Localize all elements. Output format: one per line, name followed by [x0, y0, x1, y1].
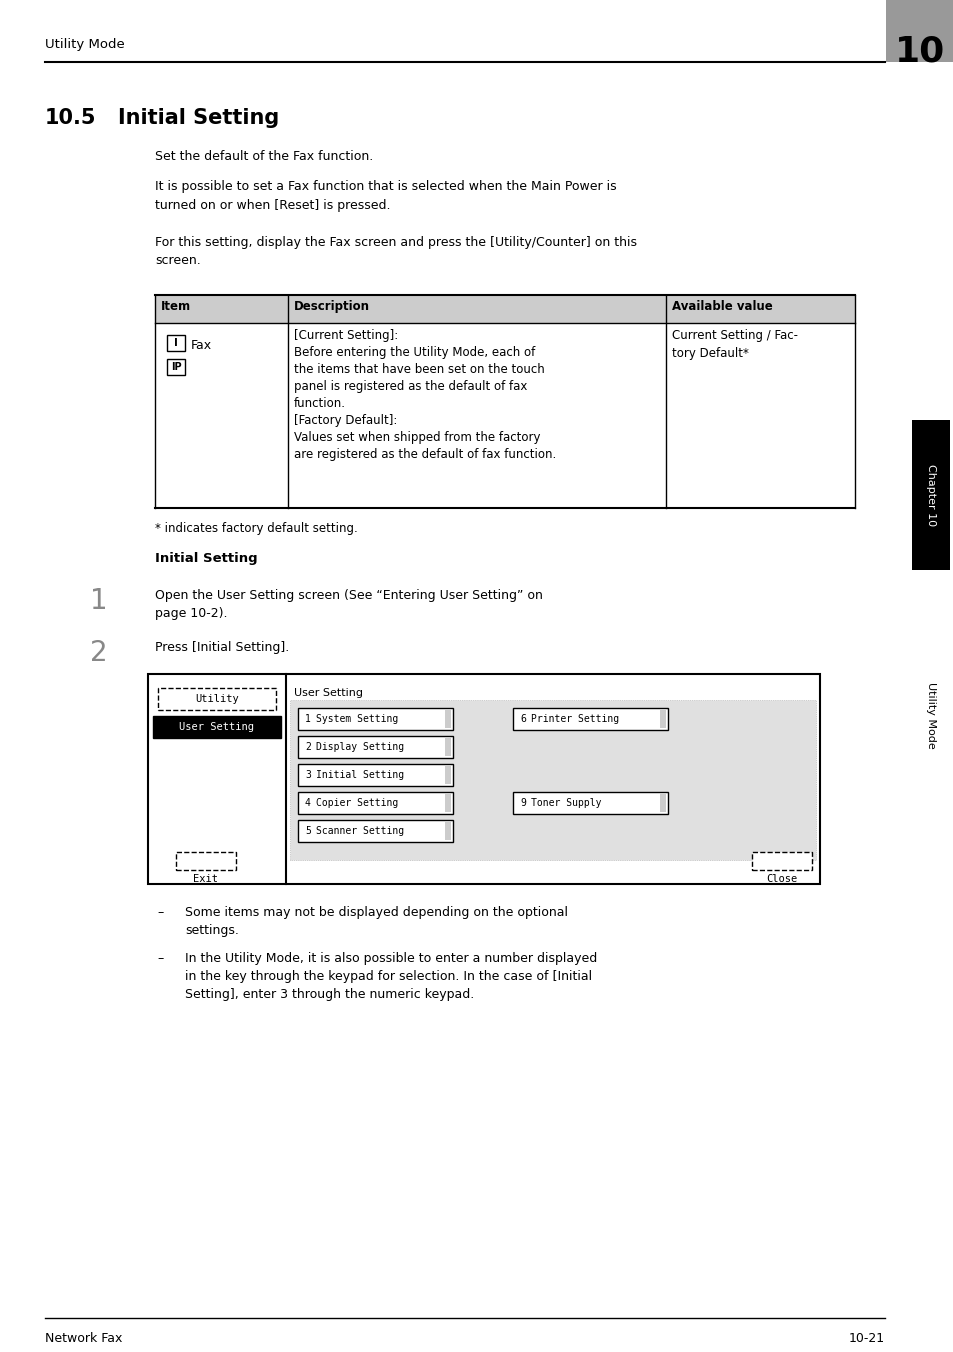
Text: –: – — [157, 952, 163, 965]
Text: Toner Supply: Toner Supply — [531, 798, 601, 808]
Text: IP: IP — [171, 362, 181, 372]
Text: Item: Item — [161, 300, 191, 314]
Text: It is possible to set a Fax function that is selected when the Main Power is
tur: It is possible to set a Fax function tha… — [154, 180, 616, 211]
Text: Scanner Setting: Scanner Setting — [315, 826, 404, 836]
Text: 1: 1 — [305, 714, 311, 725]
Text: 2: 2 — [90, 639, 108, 667]
Bar — [290, 700, 815, 860]
Text: Utility Mode: Utility Mode — [45, 38, 125, 51]
Text: 10-21: 10-21 — [848, 1332, 884, 1345]
Text: Initial Setting: Initial Setting — [154, 552, 257, 565]
Bar — [444, 767, 451, 784]
Text: 5: 5 — [305, 826, 311, 836]
Text: I: I — [173, 338, 178, 347]
Text: 10.5: 10.5 — [45, 108, 96, 128]
Text: User Setting: User Setting — [294, 688, 363, 698]
Text: User Setting: User Setting — [179, 722, 254, 731]
Bar — [297, 708, 453, 730]
Text: Initial Setting: Initial Setting — [315, 771, 404, 780]
Text: –: – — [157, 906, 163, 919]
Bar — [154, 295, 854, 323]
Text: * indicates factory default setting.: * indicates factory default setting. — [154, 522, 357, 535]
Text: [Current Setting]:
Before entering the Utility Mode, each of
the items that have: [Current Setting]: Before entering the U… — [294, 329, 556, 461]
Text: 3: 3 — [305, 771, 311, 780]
Bar — [885, 0, 953, 62]
Bar — [297, 792, 453, 814]
Text: Press [Initial Setting].: Press [Initial Setting]. — [154, 641, 289, 654]
Text: Network Fax: Network Fax — [45, 1332, 122, 1345]
Text: System Setting: System Setting — [315, 714, 397, 725]
Text: In the Utility Mode, it is also possible to enter a number displayed
in the key : In the Utility Mode, it is also possible… — [185, 952, 597, 1000]
Text: 9: 9 — [519, 798, 525, 808]
Bar — [167, 335, 185, 352]
Bar — [297, 735, 453, 758]
Bar — [158, 688, 275, 710]
Text: 6: 6 — [519, 714, 525, 725]
Bar — [444, 822, 451, 840]
Text: Display Setting: Display Setting — [315, 742, 404, 752]
Bar — [659, 710, 665, 727]
Bar — [297, 821, 453, 842]
Bar — [513, 708, 667, 730]
Text: Fax: Fax — [191, 339, 212, 352]
Text: Copier Setting: Copier Setting — [315, 798, 397, 808]
Text: Exit: Exit — [193, 873, 218, 884]
Text: 4: 4 — [305, 798, 311, 808]
Bar — [175, 852, 235, 869]
Text: 2: 2 — [305, 742, 311, 752]
Bar — [444, 794, 451, 813]
Text: Description: Description — [294, 300, 370, 314]
Text: Utility Mode: Utility Mode — [925, 681, 935, 749]
Text: Set the default of the Fax function.: Set the default of the Fax function. — [154, 150, 373, 164]
Text: Open the User Setting screen (See “Entering User Setting” on
page 10-2).: Open the User Setting screen (See “Enter… — [154, 589, 542, 621]
Text: 1: 1 — [90, 587, 108, 615]
Bar — [513, 792, 667, 814]
Bar — [751, 852, 811, 869]
Text: Initial Setting: Initial Setting — [118, 108, 279, 128]
Text: Some items may not be displayed depending on the optional
settings.: Some items may not be displayed dependin… — [185, 906, 567, 937]
Text: For this setting, display the Fax screen and press the [Utility/Counter] on this: For this setting, display the Fax screen… — [154, 237, 637, 268]
Text: Chapter 10: Chapter 10 — [925, 464, 935, 526]
Text: Close: Close — [765, 873, 797, 884]
Bar — [152, 717, 281, 738]
Text: Available value: Available value — [671, 300, 772, 314]
Text: 10: 10 — [894, 35, 944, 69]
Text: Utility: Utility — [195, 694, 238, 704]
Bar — [167, 360, 185, 375]
Bar — [659, 794, 665, 813]
Text: Current Setting / Fac-
tory Default*: Current Setting / Fac- tory Default* — [671, 329, 797, 360]
Bar — [444, 710, 451, 727]
Text: Printer Setting: Printer Setting — [531, 714, 618, 725]
Bar — [297, 764, 453, 786]
Bar — [911, 420, 949, 571]
Bar — [148, 675, 820, 884]
Bar — [444, 738, 451, 756]
